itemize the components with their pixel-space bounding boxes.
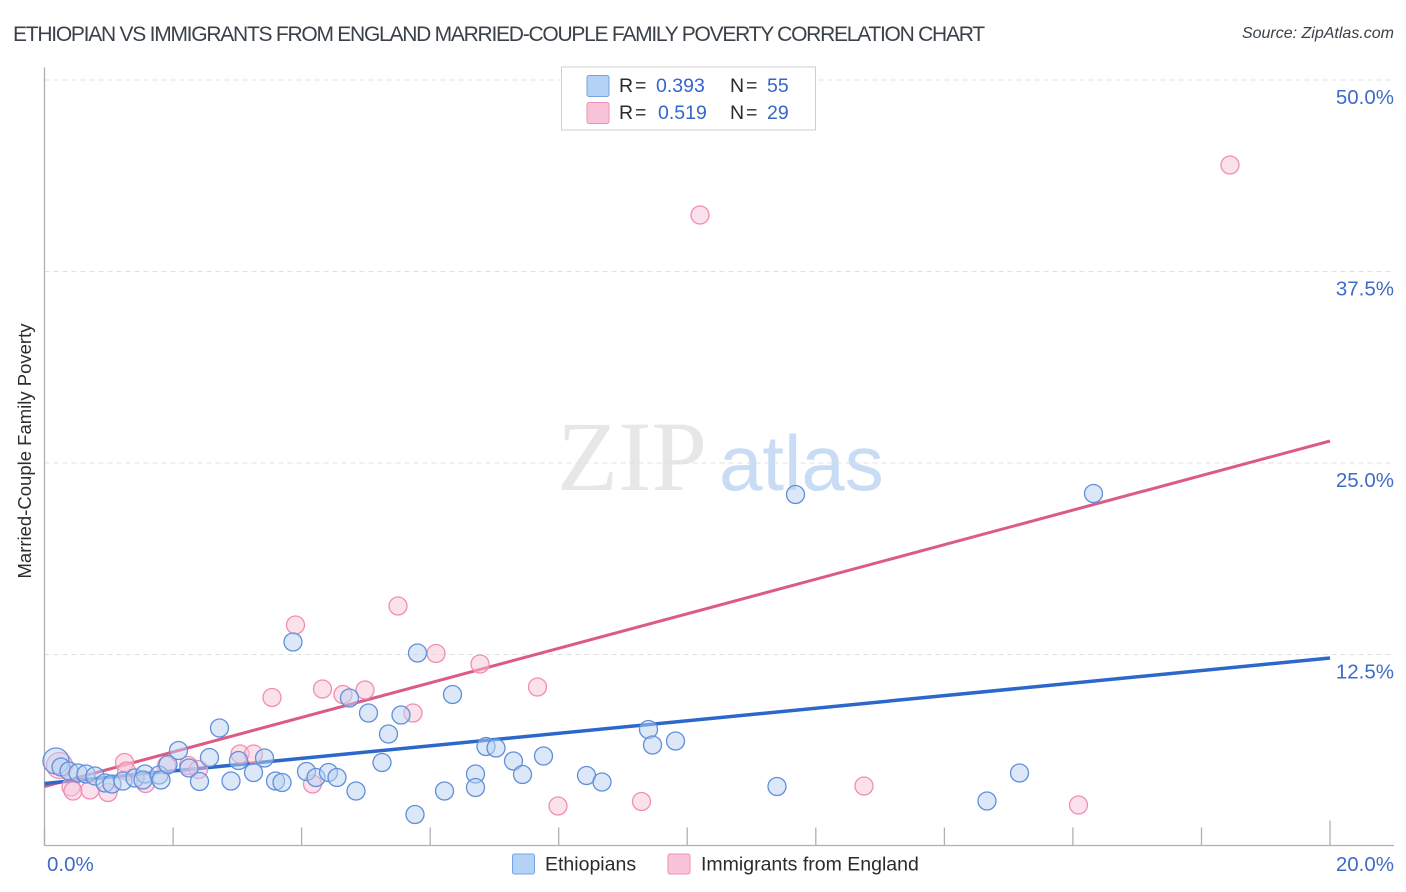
svg-text:Married-Couple Family Poverty: Married-Couple Family Poverty <box>14 323 35 579</box>
svg-text:20.0%: 20.0% <box>1336 853 1394 876</box>
svg-text:Source: ZipAtlas.com: Source: ZipAtlas.com <box>1242 25 1394 42</box>
svg-text:50.0%: 50.0% <box>1336 86 1394 109</box>
svg-text:37.5%: 37.5% <box>1336 278 1394 301</box>
svg-text:0.0%: 0.0% <box>47 853 94 876</box>
svg-text:25.0%: 25.0% <box>1336 469 1394 492</box>
svg-text:ETHIOPIAN VS IMMIGRANTS FROM E: ETHIOPIAN VS IMMIGRANTS FROM ENGLAND MAR… <box>13 23 985 46</box>
svg-text:ZIP: ZIP <box>557 401 707 512</box>
svg-text:Immigrants from England: Immigrants from England <box>701 854 919 876</box>
svg-text:Ethiopians: Ethiopians <box>545 854 636 876</box>
svg-text:12.5%: 12.5% <box>1336 661 1394 684</box>
